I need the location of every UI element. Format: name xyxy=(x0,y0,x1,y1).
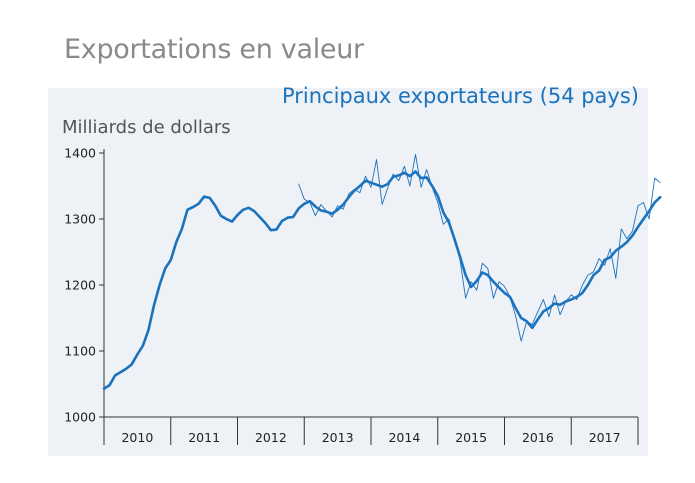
y-tick-label: 1300 xyxy=(64,212,96,227)
x-tick-label: 2011 xyxy=(188,430,220,445)
y-axis-unit-label: Milliards de dollars xyxy=(62,117,231,138)
x-tick-label: 2012 xyxy=(255,430,287,445)
series-line-trend xyxy=(102,170,662,390)
x-tick-label: 2013 xyxy=(322,430,354,445)
chart-title: Principaux exportateurs (54 pays) xyxy=(281,84,639,108)
y-tick-label: 1100 xyxy=(64,344,96,359)
series-line-monthly xyxy=(298,153,661,342)
x-tick-label: 2015 xyxy=(455,430,487,445)
x-tick-label: 2017 xyxy=(589,430,621,445)
x-tick-label: 2016 xyxy=(522,430,554,445)
x-tick-label: 2014 xyxy=(388,430,420,445)
chart-panel xyxy=(48,88,648,456)
y-tick-label: 1200 xyxy=(64,278,96,293)
page-heading: Exportations en valeur xyxy=(64,34,364,65)
y-tick-label: 1000 xyxy=(64,410,96,425)
y-tick-label: 1400 xyxy=(64,146,96,161)
x-tick-label: 2010 xyxy=(121,430,153,445)
